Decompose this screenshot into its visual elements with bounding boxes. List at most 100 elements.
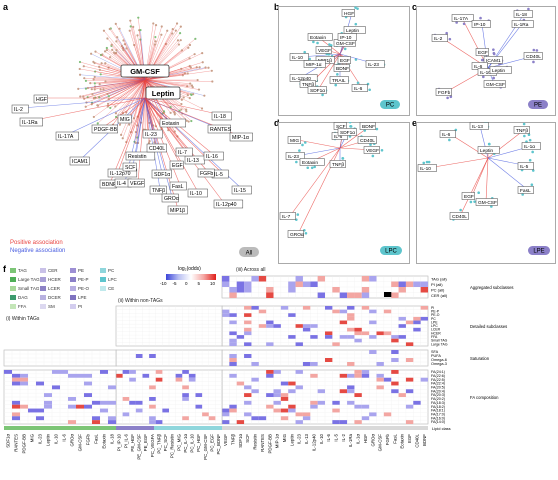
legend-swatch	[70, 277, 76, 283]
column-label: VEGF	[223, 434, 228, 446]
hub-leptin: Leptin	[152, 89, 175, 98]
column-label: IL-23	[297, 433, 302, 444]
row-label: LPC	[431, 324, 438, 328]
column-label: Leptin	[289, 433, 294, 446]
legend-label: Small TAG	[18, 286, 40, 291]
row-label: LPE	[431, 320, 438, 324]
column-label: PC_MIG	[176, 433, 181, 450]
column-label: PC_BDNF	[216, 434, 221, 455]
legend-item: CE	[100, 286, 114, 292]
node-label: TNFβ	[332, 162, 344, 168]
node-label: SCF	[336, 124, 346, 130]
column-label: IL-1Ra	[348, 433, 353, 447]
row-label: Small TAG	[431, 339, 448, 343]
row-label: PI	[431, 306, 434, 310]
node-label: IL-18	[214, 114, 226, 120]
column-label: GROα	[70, 434, 75, 447]
network-all: GM-CSF Leptin IL-2 HGF IL-1Ra IL-17A PDGF-BB…	[10, 16, 259, 257]
column-label: IL-12p40	[311, 433, 316, 451]
legend-label: Large TAG	[18, 277, 40, 282]
scale-tick: -10	[160, 281, 167, 286]
legend-swatch	[70, 268, 76, 274]
node-label: TNFβ	[152, 188, 165, 194]
row-label: FA(16:0)	[431, 416, 445, 420]
node-label: IL-16	[206, 154, 218, 160]
panel-a-letter: a	[3, 2, 9, 12]
row-label: PI (all)	[431, 282, 443, 287]
node-label: IL-10	[420, 166, 431, 172]
column-label: IL-1α	[356, 434, 361, 445]
node-label: ICAM1	[486, 58, 501, 64]
column-label: IL-23	[38, 433, 43, 444]
row-label: FFA	[431, 335, 438, 339]
legend-swatch	[100, 268, 106, 274]
lipid-class-label: Lipid class	[432, 426, 451, 431]
badge-pc: PC	[386, 103, 395, 109]
legend-label: LCER	[48, 286, 61, 291]
legend-item: HCER	[40, 277, 61, 283]
legend-label: CER	[48, 268, 58, 273]
node-label: CD40L	[452, 214, 467, 220]
row-label: FA(18:3)	[431, 401, 445, 405]
row-label: PE-O	[431, 313, 440, 317]
node-label: IL-1Ra	[22, 120, 38, 126]
column-label: PC_IL-10	[190, 433, 195, 452]
legend-item: Small TAG	[10, 286, 40, 292]
legend-label: SM	[48, 304, 55, 309]
node-label: IL-23	[288, 154, 299, 160]
column-label: PC_HGF	[196, 434, 201, 452]
column-label: GM-CSF	[78, 434, 83, 452]
row-label: FA(17:0)	[431, 413, 445, 417]
badge-pe: PE	[534, 103, 542, 109]
legend-label: HCER	[48, 277, 61, 282]
legend-swatch	[100, 286, 106, 292]
column-label: PC_GM-CSF	[203, 434, 208, 460]
legend-item: LPE	[70, 295, 87, 301]
column-label: Leptin	[46, 433, 51, 446]
node-label: TNFβ	[516, 128, 528, 134]
badge-all	[239, 247, 259, 257]
column-label: BDNF	[422, 434, 427, 446]
legend-swatch	[40, 268, 46, 274]
column-label: GROα	[370, 434, 375, 447]
node-label: IL-2	[14, 107, 23, 113]
node-label: IL-23	[368, 62, 379, 68]
node-label: IL-7	[178, 150, 187, 156]
scale-ticks: -10 -5 0 5 10	[160, 281, 222, 289]
node-label: IL-6	[442, 132, 451, 138]
node-label: IL-4	[117, 181, 126, 187]
scale-title: log₂(odds)	[178, 266, 201, 272]
row-label: SFA	[431, 350, 439, 354]
node-label: Eotaxin	[310, 35, 326, 41]
row-label: FA(18:2)	[431, 405, 445, 409]
column-label: Eotaxin	[400, 433, 405, 448]
node-label: GM-CSF	[486, 82, 505, 88]
node-label: IL-15	[234, 188, 246, 194]
legend-swatch	[10, 286, 16, 292]
column-label: PI_IP-10	[117, 433, 122, 451]
column-label: FasL	[94, 433, 99, 443]
node-label: SDF1α	[154, 172, 170, 178]
column-label: PDGF-BB	[22, 434, 27, 454]
node-label: IL-17A	[58, 134, 74, 140]
column-label: PC_VEGFA	[150, 434, 155, 457]
legend-swatch	[40, 277, 46, 283]
legend-swatch	[70, 295, 76, 301]
node-label: SCF	[125, 165, 135, 171]
hub-gmcsf: GM-CSF	[130, 67, 160, 76]
panel-c-letter: c	[412, 2, 418, 12]
legend-positive: Positive association	[10, 240, 63, 246]
column-label: CD40L	[414, 433, 419, 447]
node-label: Leptin	[492, 68, 505, 74]
node-label: BDNF	[336, 66, 349, 72]
section-nontags-title: (ii) Within non-TAGs	[118, 298, 163, 304]
legend-label: DAG	[18, 295, 28, 300]
panel-e-letter: e	[412, 118, 418, 128]
node-label: HGF	[344, 11, 354, 17]
column-label: Resistin	[253, 433, 258, 449]
column-label: PC_SCF	[163, 434, 168, 452]
node-label: ICAM1	[72, 159, 88, 165]
legend-label: TAG	[18, 268, 27, 273]
row-label: FA(22:4)	[431, 382, 445, 386]
column-label: MIP-1α	[275, 434, 280, 449]
